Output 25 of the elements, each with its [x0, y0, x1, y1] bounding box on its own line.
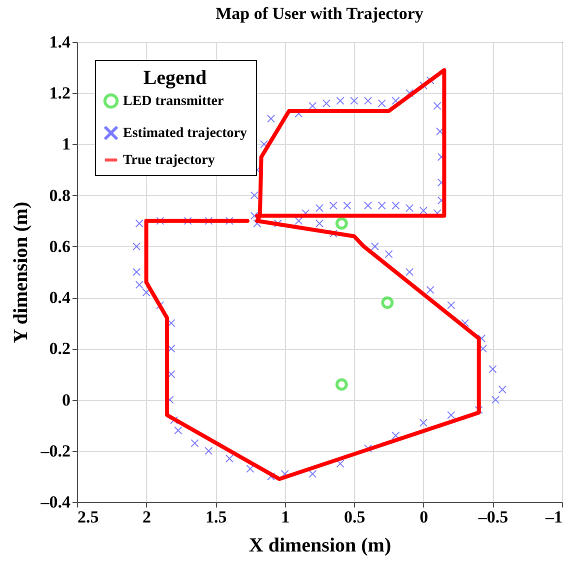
y-tick-label: –0.4 [40, 492, 71, 512]
y-tick-label: 1 [62, 134, 70, 154]
x-tick-label: –1 [544, 508, 562, 526]
y-tick-label: –0.2 [40, 441, 70, 460]
x-tick-label: 0.5 [344, 508, 366, 526]
y-tick-label: 1.4 [49, 32, 71, 52]
x-tick-label: 2.5 [78, 508, 99, 526]
y-tick-label: 0.2 [49, 339, 70, 358]
legend-label: LED transmitter [123, 94, 224, 109]
y-axis-title: Y dimension (m) [10, 202, 32, 344]
x-tick-label: 1.5 [205, 508, 227, 526]
y-tick-label: 0.6 [49, 236, 70, 256]
x-tick-label: 2 [142, 508, 152, 526]
legend-label: Estimated trajectory [123, 126, 248, 141]
x-tick-label: 0 [420, 508, 428, 526]
y-tick-label: 0.4 [49, 288, 71, 308]
x-tick-label: 1 [281, 508, 290, 526]
legend-label: True trajectory [123, 153, 215, 168]
x-axis-title: X dimension (m) [248, 534, 392, 556]
legend-title: Legend [143, 67, 207, 89]
y-tick-label: 0.8 [49, 186, 70, 205]
y-tick-label: 0 [62, 390, 70, 410]
y-tick-label: 1.2 [49, 84, 70, 103]
chart-title: Map of User with Trajectory [216, 4, 424, 23]
x-tick-label: –0.5 [477, 508, 508, 526]
